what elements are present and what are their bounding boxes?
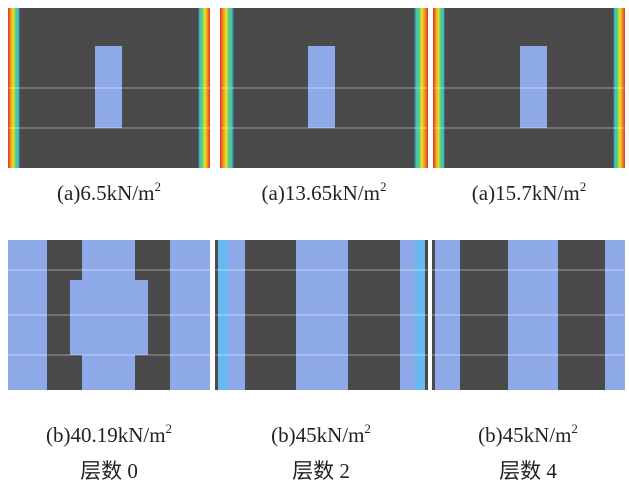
caption: (a)6.5kN/m2 (57, 179, 161, 205)
panel-a1 (8, 8, 210, 168)
caption-text: (a)13.65kN/m (262, 181, 380, 205)
caption-sup: 2 (364, 421, 371, 436)
caption-text: (b)40.19kN/m (46, 423, 166, 447)
layer-label: 层数 0 (80, 459, 138, 483)
caption-sup: 2 (154, 179, 161, 194)
caption-sup: 2 (571, 421, 578, 436)
caption-text: (a)15.7kN/m (472, 181, 580, 205)
panel-b2 (215, 240, 428, 390)
caption: (b)45kN/m2 (271, 421, 371, 447)
caption: (b)40.19kN/m2 (46, 421, 172, 447)
caption-text: (a)6.5kN/m (57, 181, 154, 205)
layer-label: 层数 4 (499, 459, 557, 483)
panel-b1 (8, 240, 210, 390)
caption: (a)13.65kN/m2 (262, 179, 387, 205)
caption-text: (b)45kN/m (271, 423, 364, 447)
caption: (b)45kN/m2 (478, 421, 578, 447)
caption: (a)15.7kN/m2 (472, 179, 586, 205)
caption-text: (b)45kN/m (478, 423, 571, 447)
panel-b3 (432, 240, 625, 390)
caption-sup: 2 (580, 179, 587, 194)
caption-sup: 2 (380, 179, 387, 194)
panel-a3 (433, 8, 625, 168)
caption-sup: 2 (166, 421, 173, 436)
figure: (a)6.5kN/m2(a)13.65kN/m2(a)15.7kN/m2(b)4… (0, 0, 629, 488)
layer-label: 层数 2 (292, 459, 350, 483)
panel-a2 (220, 8, 428, 168)
